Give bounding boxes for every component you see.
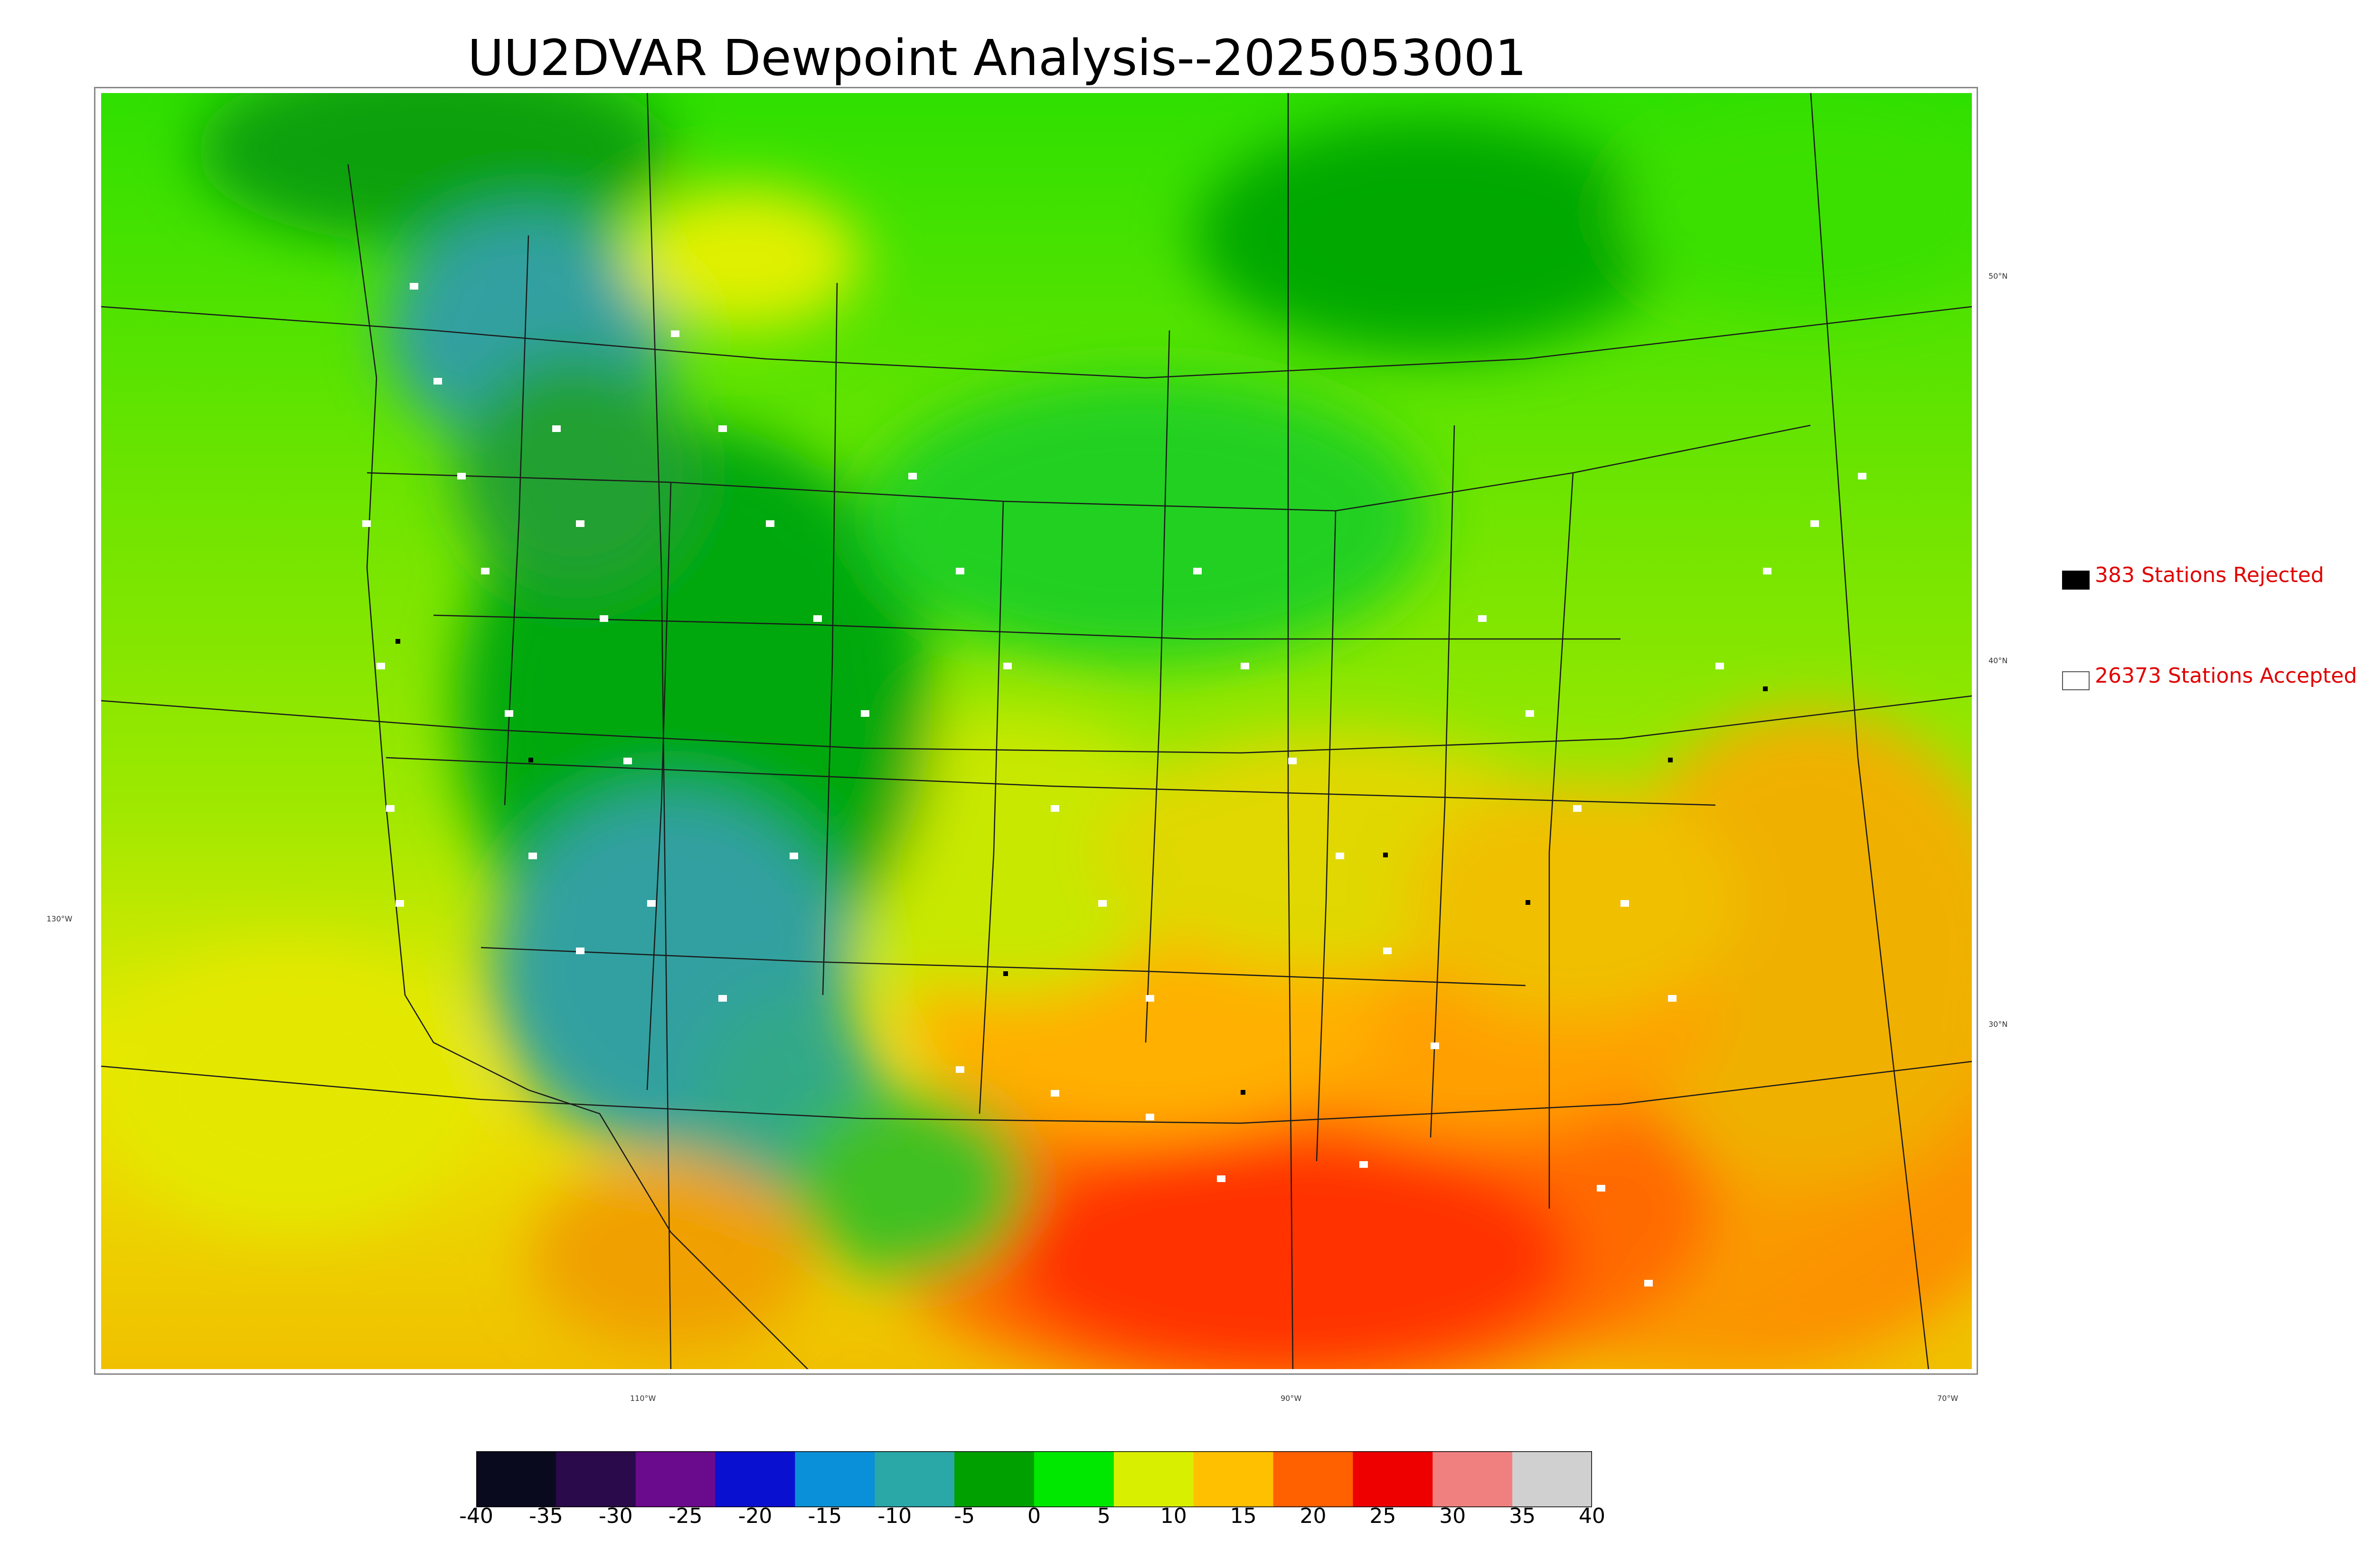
- colorbar-tick-label: -20: [738, 1504, 772, 1528]
- lon-label-70: 70°W: [1937, 1394, 1959, 1403]
- colorbar-tick-label: 20: [1300, 1504, 1327, 1528]
- colorbar: [476, 1451, 1592, 1507]
- colorbar-tick-label: 0: [1027, 1504, 1041, 1528]
- colorbar-segment: [1113, 1451, 1194, 1507]
- colorbar-tick-label: 10: [1160, 1504, 1187, 1528]
- colorbar-tick-label: 35: [1509, 1504, 1536, 1528]
- colorbar-tick-label: -10: [877, 1504, 912, 1528]
- lat-label-30: 30°N: [1988, 1020, 2008, 1029]
- accepted-legend-label: 26373 Stations Accepted: [2095, 664, 2357, 688]
- lon-label-90: 90°W: [1281, 1394, 1302, 1403]
- colorbar-tick-label: -25: [668, 1504, 703, 1528]
- colorbar-segment: [795, 1451, 876, 1507]
- lat-label-50: 50°N: [1988, 272, 2008, 281]
- colorbar-segment: [875, 1451, 955, 1507]
- colorbar-segment: [476, 1451, 556, 1507]
- lon-label-110: 110°W: [630, 1394, 656, 1403]
- colorbar-tick-label: -40: [459, 1504, 493, 1528]
- dewpoint-map: [101, 93, 1972, 1369]
- colorbar-segment: [1193, 1451, 1274, 1507]
- colorbar-segment: [556, 1451, 636, 1507]
- colorbar-segment: [715, 1451, 796, 1507]
- colorbar-tick-label: -15: [808, 1504, 842, 1528]
- colorbar-tick-label: -35: [528, 1504, 563, 1528]
- rejected-legend-swatch: [2062, 571, 2090, 590]
- colorbar-segment: [635, 1451, 716, 1507]
- colorbar-tick-label: 30: [1439, 1504, 1466, 1528]
- rejected-legend-label: 383 Stations Rejected: [2095, 563, 2324, 587]
- lon-label-130: 130°W: [47, 914, 73, 923]
- colorbar-segment: [1353, 1451, 1433, 1507]
- colorbar-tick-label: 40: [1579, 1504, 1605, 1528]
- lat-label-40: 40°N: [1988, 656, 2008, 665]
- colorbar-tick-label: -30: [598, 1504, 633, 1528]
- map-title: UU2DVAR Dewpoint Analysis--2025053001: [467, 29, 1527, 87]
- colorbar-segment: [1273, 1451, 1354, 1507]
- colorbar-tick-label: 15: [1230, 1504, 1257, 1528]
- colorbar-segment: [954, 1451, 1035, 1507]
- colorbar-tick-label: 5: [1097, 1504, 1111, 1528]
- colorbar-segment: [1512, 1451, 1592, 1507]
- state-borders: [101, 93, 1972, 1369]
- accepted-legend-swatch: [2062, 671, 2090, 690]
- colorbar-tick-label: -5: [954, 1504, 975, 1528]
- colorbar-segment: [1432, 1451, 1513, 1507]
- colorbar-segment: [1034, 1451, 1114, 1507]
- field-blobs: [101, 93, 1972, 1369]
- colorbar-tick-label: 25: [1369, 1504, 1396, 1528]
